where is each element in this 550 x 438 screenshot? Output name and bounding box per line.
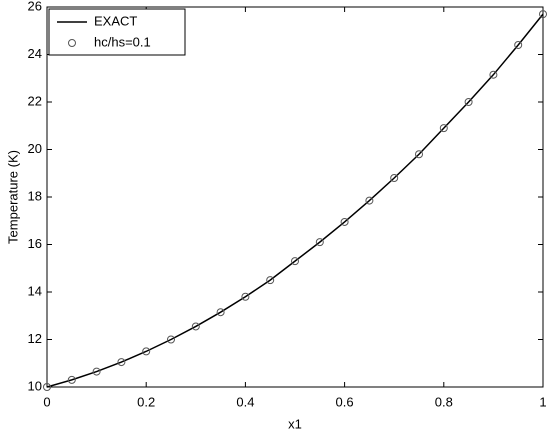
- x-tick-label: 0.4: [236, 394, 254, 409]
- marker: [191, 322, 200, 331]
- marker: [117, 358, 126, 367]
- y-axis-label: Temperature (K): [5, 150, 20, 244]
- legend-box: [48, 8, 186, 56]
- plot-frame: [46, 6, 544, 388]
- x-axis-label: x1: [288, 416, 302, 431]
- marker: [67, 375, 76, 384]
- y-tick-label: 12: [28, 331, 42, 346]
- marker: [340, 217, 349, 226]
- y-tick-label: 22: [28, 93, 42, 108]
- y-tick-label: 16: [28, 236, 42, 251]
- marker: [291, 257, 299, 266]
- marker: [439, 124, 448, 133]
- legend-label: hc/hs=0.1: [94, 34, 151, 49]
- marker: [514, 41, 523, 49]
- marker: [142, 347, 151, 356]
- marker: [390, 174, 399, 182]
- marker: [464, 98, 473, 106]
- marker: [266, 276, 275, 285]
- marker: [315, 238, 324, 247]
- marker: [489, 70, 498, 79]
- x-tick-label: 0: [43, 394, 50, 409]
- x-tick-label: 1: [539, 394, 546, 409]
- y-tick-label: 10: [28, 378, 42, 393]
- marker: [539, 10, 547, 19]
- x-tick-label: 0.8: [435, 394, 453, 409]
- marker: [241, 292, 250, 301]
- exact-line: [46, 13, 544, 388]
- y-tick-label: 14: [28, 283, 42, 298]
- y-tick-label: 18: [28, 188, 42, 203]
- marker: [167, 335, 175, 344]
- y-tick-label: 26: [28, 0, 42, 13]
- y-tick-label: 24: [28, 46, 42, 61]
- marker: [365, 196, 374, 205]
- x-tick-label: 0.2: [137, 394, 155, 409]
- marker: [216, 308, 225, 317]
- marker: [43, 383, 51, 391]
- marker: [92, 367, 101, 376]
- legend-label: EXACT: [94, 13, 137, 28]
- y-tick-label: 20: [28, 141, 42, 156]
- marker: [415, 150, 423, 159]
- x-tick-label: 0.6: [336, 394, 354, 409]
- legend-swatch: [68, 39, 76, 47]
